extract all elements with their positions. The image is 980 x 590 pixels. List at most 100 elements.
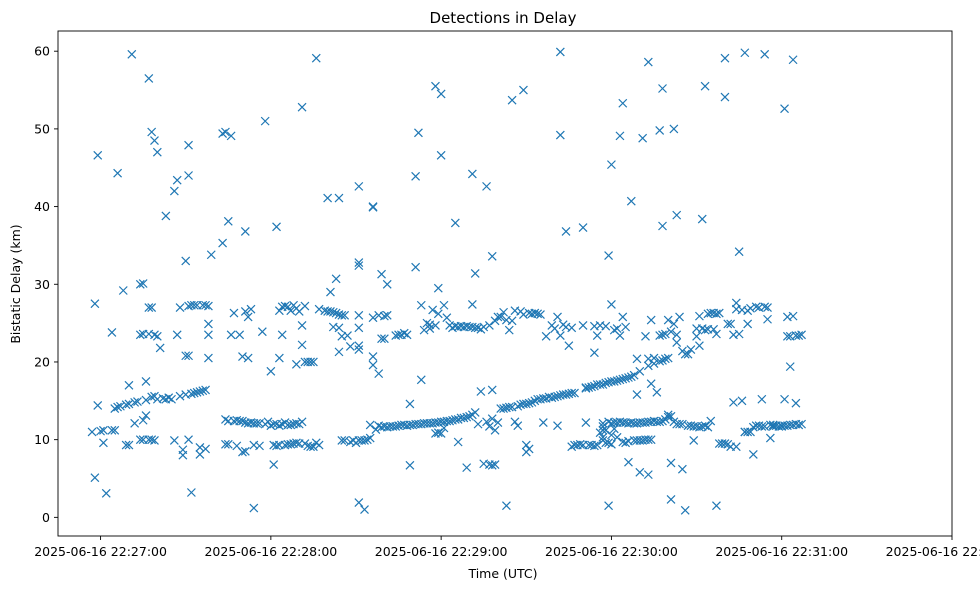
data-point [147, 435, 157, 445]
data-point [720, 53, 730, 63]
data-point [694, 422, 704, 432]
data-point [422, 318, 432, 328]
data-point [226, 330, 236, 340]
data-point [689, 436, 699, 445]
data-point [371, 425, 381, 434]
data-point [632, 390, 642, 400]
data-point [360, 436, 369, 445]
data-point [700, 421, 710, 431]
data-point [306, 357, 316, 367]
data-point [291, 438, 301, 448]
data-point [311, 53, 321, 63]
data-point [152, 331, 162, 341]
data-point [564, 341, 574, 351]
data-point [649, 353, 659, 363]
data-point [462, 463, 472, 473]
data-point [172, 330, 182, 340]
data-point [669, 319, 679, 329]
data-point [354, 323, 364, 333]
data-point [635, 467, 645, 477]
data-point [553, 391, 562, 401]
data-point [609, 376, 619, 386]
data-point [314, 440, 324, 450]
data-point [700, 81, 710, 91]
data-point [314, 304, 324, 314]
data-point [428, 305, 438, 315]
data-point [555, 331, 565, 340]
data-point [150, 330, 159, 340]
data-point [201, 385, 211, 395]
data-point [306, 442, 316, 452]
data-point [712, 309, 721, 319]
data-point [354, 261, 364, 271]
data-point [240, 446, 250, 456]
data-point [90, 299, 100, 309]
data-point [240, 307, 250, 316]
x-tick-label: 2025-06-16 22:31:00 [715, 544, 848, 559]
data-point [334, 323, 344, 333]
data-point [274, 353, 284, 363]
data-point [297, 340, 307, 350]
data-point [470, 268, 480, 278]
data-point [399, 328, 409, 338]
data-point [326, 307, 335, 316]
data-point [780, 394, 789, 404]
data-point [98, 425, 108, 435]
data-point [249, 503, 259, 513]
data-point [643, 361, 653, 371]
data-point [714, 308, 724, 318]
data-point [604, 501, 614, 511]
data-point [748, 422, 758, 432]
data-point [274, 306, 284, 316]
data-point [240, 227, 250, 236]
data-point [524, 398, 534, 408]
data-point [675, 312, 684, 322]
data-points [87, 47, 807, 515]
data-point [235, 330, 245, 340]
data-point [354, 498, 364, 508]
data-point [280, 301, 290, 311]
data-point [703, 422, 713, 432]
data-point [595, 380, 605, 389]
data-point [493, 418, 503, 427]
chart-title: Detections in Delay [430, 9, 577, 27]
data-point [578, 321, 588, 330]
data-point [110, 404, 120, 414]
data-point [748, 449, 758, 459]
data-point [354, 310, 364, 320]
data-point [618, 374, 628, 384]
data-point [161, 211, 171, 221]
data-point [646, 379, 656, 389]
data-point [760, 49, 770, 59]
data-point [467, 300, 477, 309]
data-point [555, 130, 565, 140]
data-point [297, 321, 307, 330]
data-point [499, 307, 509, 317]
data-point [604, 438, 614, 448]
data-point [436, 89, 446, 99]
data-point [186, 389, 196, 399]
data-point [116, 401, 125, 411]
data-point [121, 400, 131, 410]
data-point [107, 328, 117, 337]
x-tick-label: 2025-06-16 22:27:00 [34, 544, 167, 559]
data-point [504, 402, 514, 412]
data-point [354, 341, 364, 351]
data-point [433, 283, 443, 293]
x-tick-label: 2025-06-16 22:30:00 [545, 544, 678, 559]
data-point [521, 399, 531, 409]
data-point [621, 322, 631, 332]
data-point [607, 430, 616, 440]
data-point [669, 124, 679, 134]
data-point [411, 171, 421, 181]
data-point [533, 309, 543, 319]
data-point [124, 380, 134, 390]
data-point [760, 422, 770, 431]
data-point [229, 308, 239, 318]
data-point [238, 447, 247, 457]
data-point [607, 300, 616, 309]
data-point [675, 419, 684, 429]
data-point [354, 181, 364, 191]
data-point [550, 324, 560, 333]
data-point [340, 310, 350, 320]
